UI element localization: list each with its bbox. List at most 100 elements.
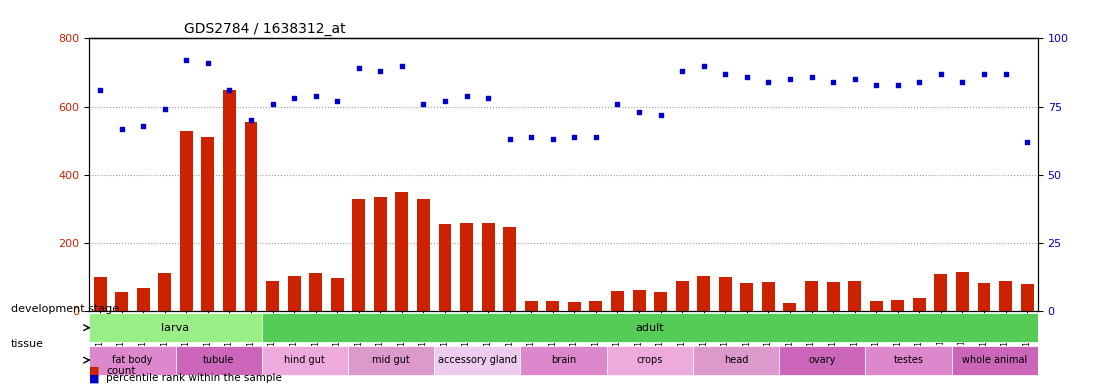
Text: brain: brain: [551, 355, 576, 365]
FancyBboxPatch shape: [262, 346, 348, 375]
Point: [543, 136, 561, 142]
Bar: [892, 300, 904, 311]
Bar: [482, 223, 494, 311]
Text: hind gut: hind gut: [285, 355, 325, 365]
Point: [824, 79, 841, 85]
Bar: [309, 273, 323, 311]
Bar: [201, 137, 214, 311]
Text: ovary: ovary: [809, 355, 836, 365]
Bar: [439, 224, 452, 311]
Point: [802, 74, 820, 80]
Point: [587, 134, 605, 140]
Point: [911, 79, 929, 85]
Point: [501, 136, 519, 142]
Bar: [675, 281, 689, 311]
Point: [372, 68, 389, 74]
Point: [953, 79, 971, 85]
Bar: [654, 292, 667, 311]
Text: tissue: tissue: [11, 339, 45, 349]
Point: [566, 134, 584, 140]
Point: [932, 71, 950, 77]
Bar: [330, 278, 344, 311]
Bar: [783, 303, 797, 311]
Bar: [266, 281, 279, 311]
Bar: [633, 290, 645, 311]
Point: [307, 93, 325, 99]
Text: accessory gland: accessory gland: [437, 355, 517, 365]
Bar: [547, 301, 559, 311]
Text: ■: ■: [89, 373, 99, 383]
Text: mid gut: mid gut: [373, 355, 410, 365]
Point: [695, 63, 713, 69]
Point: [760, 79, 778, 85]
FancyBboxPatch shape: [89, 313, 262, 342]
Bar: [223, 90, 235, 311]
FancyBboxPatch shape: [779, 346, 865, 375]
Bar: [869, 301, 883, 311]
Bar: [762, 283, 775, 311]
Bar: [180, 131, 193, 311]
Bar: [698, 276, 710, 311]
Point: [458, 93, 475, 99]
FancyBboxPatch shape: [865, 346, 952, 375]
Point: [199, 60, 217, 66]
Point: [652, 112, 670, 118]
Point: [781, 76, 799, 83]
FancyBboxPatch shape: [520, 346, 607, 375]
Point: [221, 87, 239, 93]
Bar: [244, 122, 258, 311]
Text: GDS2784 / 1638312_at: GDS2784 / 1638312_at: [184, 22, 346, 36]
Text: crops: crops: [636, 355, 663, 365]
Bar: [417, 199, 430, 311]
Bar: [956, 272, 969, 311]
Point: [716, 71, 734, 77]
Text: whole animal: whole animal: [962, 355, 1028, 365]
Text: percentile rank within the sample: percentile rank within the sample: [106, 373, 282, 383]
Point: [608, 101, 626, 107]
Point: [242, 117, 260, 123]
Point: [888, 82, 906, 88]
Bar: [740, 283, 753, 311]
Point: [479, 95, 497, 101]
Point: [846, 76, 864, 83]
Point: [92, 87, 109, 93]
Bar: [719, 277, 732, 311]
FancyBboxPatch shape: [89, 346, 175, 375]
FancyBboxPatch shape: [607, 346, 693, 375]
FancyBboxPatch shape: [348, 346, 434, 375]
Point: [867, 82, 885, 88]
Text: development stage: development stage: [11, 304, 119, 314]
Bar: [848, 281, 862, 311]
Bar: [913, 298, 926, 311]
Point: [436, 98, 454, 104]
Bar: [94, 277, 106, 311]
Text: fat body: fat body: [113, 355, 153, 365]
Point: [975, 71, 993, 77]
Bar: [999, 281, 1012, 311]
Point: [113, 126, 131, 132]
Point: [286, 95, 304, 101]
Text: tubule: tubule: [203, 355, 234, 365]
FancyBboxPatch shape: [952, 346, 1038, 375]
Point: [522, 134, 540, 140]
Bar: [374, 197, 387, 311]
Bar: [503, 227, 517, 311]
Bar: [805, 281, 818, 311]
Point: [738, 74, 756, 80]
Text: larva: larva: [162, 323, 190, 333]
FancyBboxPatch shape: [175, 346, 262, 375]
Point: [997, 71, 1014, 77]
Point: [414, 101, 432, 107]
Bar: [612, 291, 624, 311]
Point: [673, 68, 691, 74]
Bar: [827, 283, 839, 311]
Point: [134, 123, 152, 129]
Bar: [353, 199, 365, 311]
Point: [631, 109, 648, 115]
Text: head: head: [724, 355, 748, 365]
Bar: [137, 288, 150, 311]
Text: count: count: [106, 366, 135, 376]
Bar: [158, 273, 171, 311]
Point: [177, 57, 195, 63]
Bar: [460, 223, 473, 311]
